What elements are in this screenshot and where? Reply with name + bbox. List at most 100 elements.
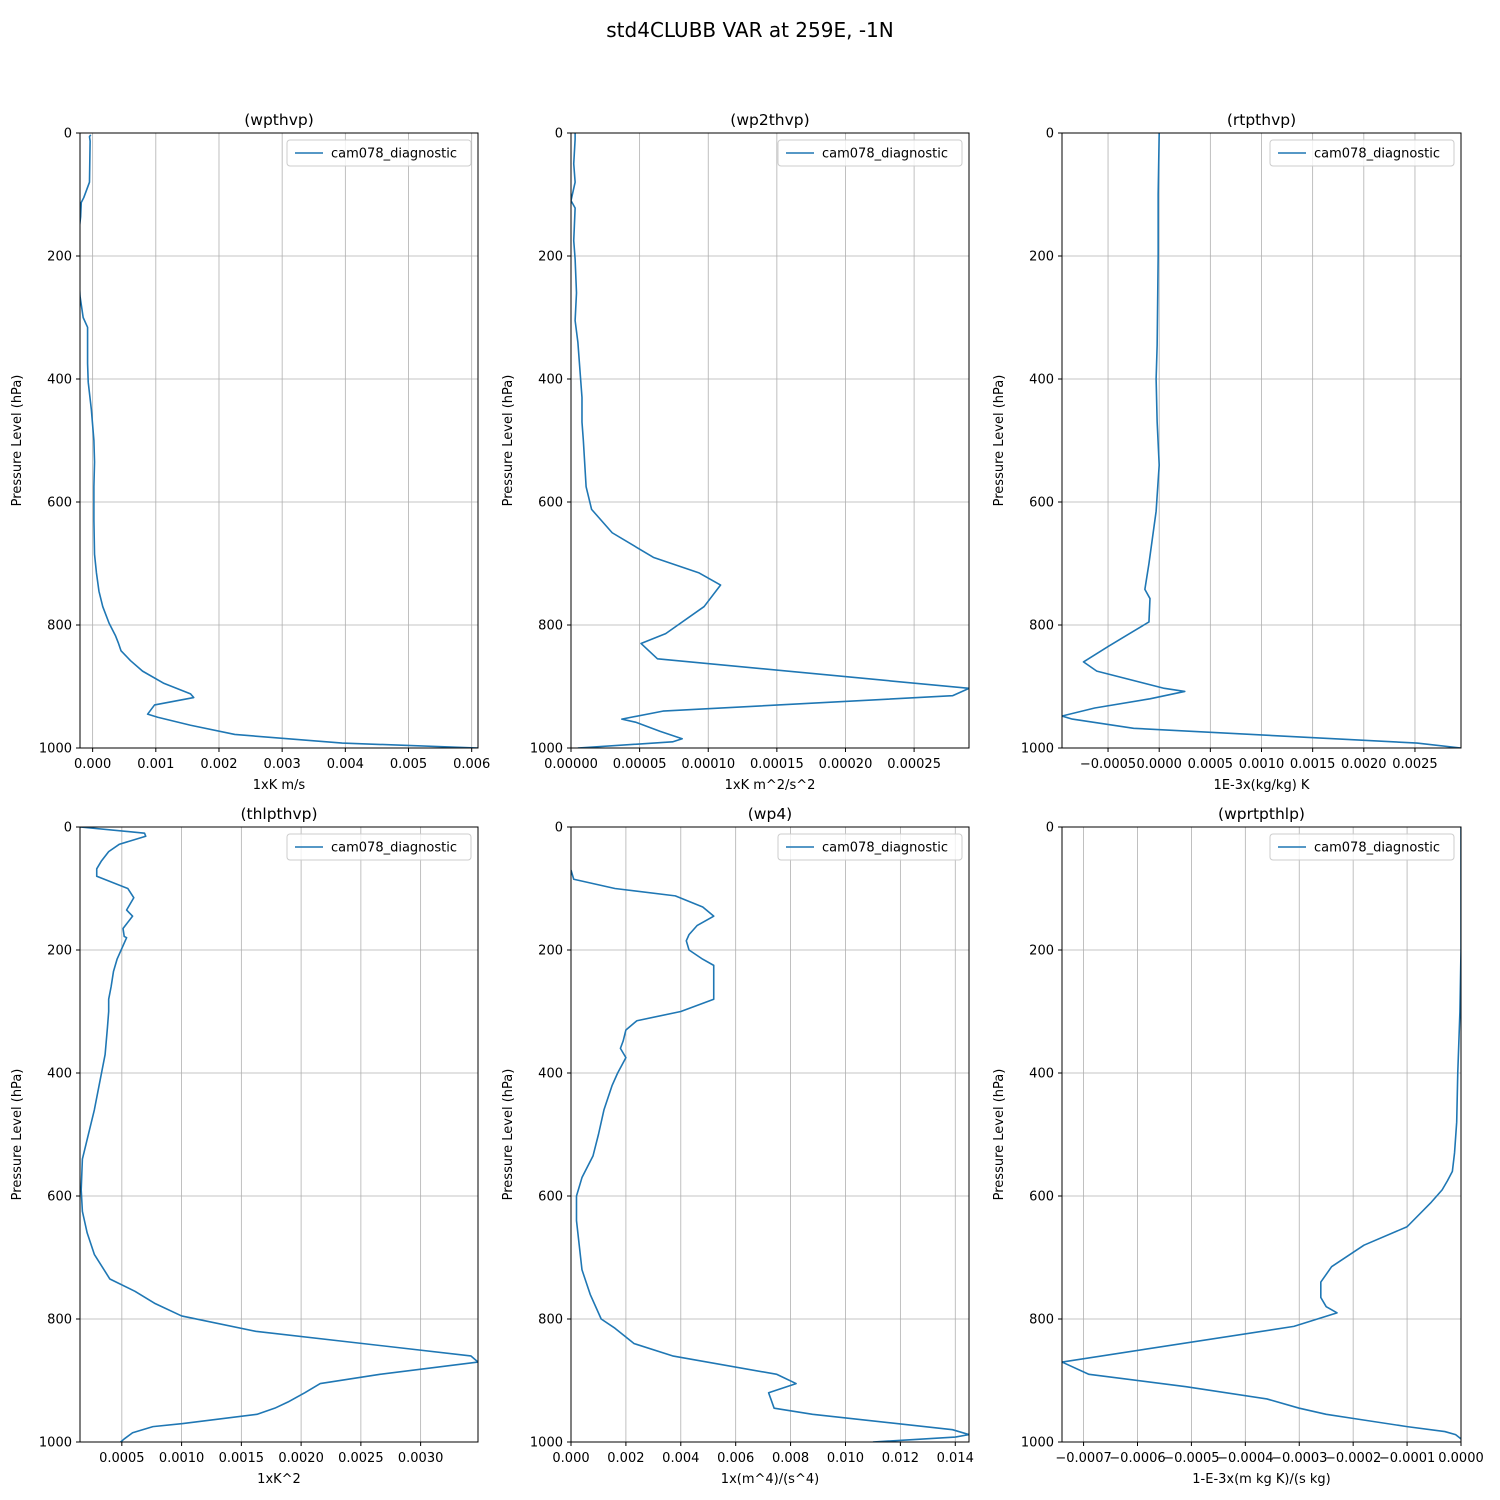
legend-label: cam078_diagnostic xyxy=(331,841,457,856)
x-tick-label: 0.0025 xyxy=(338,1451,384,1466)
x-tick-label: 0.008 xyxy=(772,1451,809,1466)
legend: cam078_diagnostic xyxy=(777,139,963,167)
x-tick-label: 0.005 xyxy=(390,757,427,772)
subplot-title: (rtpthvp) xyxy=(1227,111,1296,129)
x-axis-label: 1x(m^4)/(s^4) xyxy=(721,1472,819,1487)
y-tick-label: 800 xyxy=(47,1313,72,1328)
y-axis-label: Pressure Level (hPa) xyxy=(992,1069,1007,1201)
x-tick-label: 0.003 xyxy=(264,757,301,772)
figure-title: std4CLUBB VAR at 259E, -1N xyxy=(606,18,893,42)
x-tick-label: 0.014 xyxy=(937,1451,974,1466)
legend-label: cam078_diagnostic xyxy=(1314,841,1440,856)
x-tick-label: 0.0000 xyxy=(1136,757,1182,772)
legend-label: cam078_diagnostic xyxy=(331,147,457,162)
y-tick-label: 600 xyxy=(47,1190,72,1205)
y-tick-label: 0 xyxy=(555,821,563,836)
subplot-title: (wp4) xyxy=(748,805,792,823)
x-tick-label: 0.00000 xyxy=(544,757,598,772)
legend: cam078_diagnostic xyxy=(1269,139,1455,167)
y-tick-label: 1000 xyxy=(530,742,563,757)
legend: cam078_diagnostic xyxy=(1269,833,1455,861)
x-tick-label: 0.00005 xyxy=(613,757,667,772)
x-tick-label: 0.00015 xyxy=(750,757,804,772)
axes-frame xyxy=(570,132,970,749)
y-tick-label: 400 xyxy=(538,1067,563,1082)
y-axis-label: Pressure Level (hPa) xyxy=(501,375,516,507)
y-tick-label: 0 xyxy=(1046,821,1054,836)
y-tick-label: 200 xyxy=(47,250,72,265)
x-tick-label: 0.000 xyxy=(74,757,111,772)
series-line-cam078_diagnostic xyxy=(80,134,478,748)
legend: cam078_diagnostic xyxy=(286,833,472,861)
x-tick-label: 0.0020 xyxy=(1341,757,1387,772)
x-tick-label: 0.002 xyxy=(607,1451,644,1466)
legend-label: cam078_diagnostic xyxy=(1314,147,1440,162)
x-tick-label: 0.0000 xyxy=(1438,1451,1484,1466)
subplot-title: (thlpthvp) xyxy=(240,805,317,823)
legend-box xyxy=(1269,139,1455,167)
legend-box xyxy=(777,139,963,167)
x-tick-label: 0.004 xyxy=(662,1451,699,1466)
x-tick-label: −0.0004 xyxy=(1217,1451,1273,1466)
y-tick-label: 200 xyxy=(1029,250,1054,265)
x-tick-label: 0.001 xyxy=(137,757,174,772)
x-tick-label: 0.0005 xyxy=(1188,757,1234,772)
y-tick-label: 1000 xyxy=(530,1436,563,1451)
axes-frame xyxy=(79,826,479,1443)
x-tick-label: 0.0005 xyxy=(99,1451,145,1466)
axes-frame xyxy=(79,132,479,749)
y-tick-label: 800 xyxy=(1029,619,1054,634)
series-line-cam078_diagnostic xyxy=(1062,133,1461,748)
y-tick-label: 600 xyxy=(538,1190,563,1205)
x-tick-label: 0.00020 xyxy=(819,757,873,772)
x-tick-label: −0.0007 xyxy=(1055,1451,1111,1466)
y-tick-label: 200 xyxy=(538,250,563,265)
legend-box xyxy=(286,139,472,167)
subplot-6: −0.0007−0.0006−0.0005−0.0004−0.0003−0.00… xyxy=(992,805,1484,1487)
x-tick-label: 0.012 xyxy=(882,1451,919,1466)
series-line-cam078_diagnostic xyxy=(80,827,478,1442)
y-tick-label: 600 xyxy=(538,496,563,511)
axes-frame xyxy=(1061,826,1462,1443)
x-tick-label: −0.0001 xyxy=(1379,1451,1435,1466)
legend: cam078_diagnostic xyxy=(777,833,963,861)
x-tick-label: 0.00025 xyxy=(887,757,941,772)
subplot-2: 0.00000 0.00005 0.00010 0.00015 0.00020 0.000… xyxy=(501,111,970,793)
x-tick-label: 0.0015 xyxy=(1290,757,1336,772)
x-tick-label: −0.0005 xyxy=(1163,1451,1219,1466)
y-axis-label: Pressure Level (hPa) xyxy=(501,1069,516,1201)
series-line-cam078_diagnostic xyxy=(1062,827,1461,1440)
y-tick-label: 1000 xyxy=(39,1436,72,1451)
x-tick-label: 0.0030 xyxy=(398,1451,444,1466)
y-tick-label: 0 xyxy=(555,127,563,142)
x-tick-label: −0.0002 xyxy=(1325,1451,1381,1466)
subplot-title: (wp2thvp) xyxy=(730,111,809,129)
x-axis-label: 1xK m/s xyxy=(253,778,306,793)
y-tick-label: 600 xyxy=(1029,1190,1054,1205)
subplot-1: 0.000 0.001 0.002 0.003 0.004 0.005 0.006 0 200 4… xyxy=(10,111,490,793)
x-tick-label: 0.006 xyxy=(453,757,490,772)
y-tick-label: 400 xyxy=(1029,373,1054,388)
subplot-grid: 0.000 0.001 0.002 0.003 0.004 0.005 0.006 0 200 4… xyxy=(10,111,1484,1487)
subplot-4: 0.0005 0.0010 0.0015 0.0020 0.0025 0.0030 0 200… xyxy=(10,805,479,1487)
y-tick-label: 800 xyxy=(538,1313,563,1328)
legend-box xyxy=(286,833,472,861)
y-axis-label: Pressure Level (hPa) xyxy=(10,1069,25,1201)
x-tick-label: 0.004 xyxy=(327,757,364,772)
y-tick-label: 400 xyxy=(47,373,72,388)
subplot-3: −0.0005 0.0000 0.0005 0.0010 0.0015 0.0020 0.0… xyxy=(992,111,1462,793)
legend: cam078_diagnostic xyxy=(286,139,472,167)
y-tick-label: 800 xyxy=(538,619,563,634)
x-tick-label: 0.000 xyxy=(552,1451,589,1466)
x-axis-label: 1xK^2 xyxy=(257,1472,301,1487)
x-tick-label: 0.0010 xyxy=(159,1451,205,1466)
y-tick-label: 400 xyxy=(47,1067,72,1082)
x-tick-label: −0.0005 xyxy=(1080,757,1136,772)
x-tick-label: 0.006 xyxy=(717,1451,754,1466)
x-tick-label: 0.0025 xyxy=(1392,757,1438,772)
series-line-cam078_diagnostic xyxy=(571,133,969,748)
y-tick-label: 1000 xyxy=(1021,1436,1054,1451)
legend-box xyxy=(777,833,963,861)
